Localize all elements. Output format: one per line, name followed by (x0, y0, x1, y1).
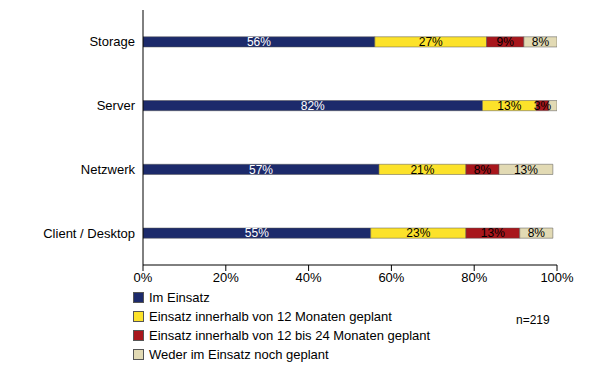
svg-text:27%: 27% (419, 35, 443, 49)
svg-text:100%: 100% (540, 270, 574, 285)
svg-text:Server: Server (97, 98, 136, 113)
svg-text:Client / Desktop: Client / Desktop (43, 226, 135, 241)
html-text:Einsatz innerhalb von 12 bis 2: Einsatz innerhalb von 12 bis 24 Monaten … (149, 328, 431, 343)
svg-text:Netzwerk: Netzwerk (81, 162, 136, 177)
svg-text:0%: 0% (134, 270, 153, 285)
svg-text:8%: 8% (528, 226, 546, 240)
svg-text:8%: 8% (532, 35, 550, 49)
svg-text:8%: 8% (474, 163, 492, 177)
svg-text:Storage: Storage (89, 34, 135, 49)
svg-text:13%: 13% (497, 99, 521, 113)
svg-text:82%: 82% (301, 99, 325, 113)
svg-text:13%: 13% (514, 163, 538, 177)
html-text:Einsatz innerhalb von 12 Monat: Einsatz innerhalb von 12 Monaten geplant (149, 309, 392, 324)
svg-text:9%: 9% (497, 35, 515, 49)
html-text:Im Einsatz: Im Einsatz (149, 290, 210, 305)
svg-text:13%: 13% (481, 226, 505, 240)
svg-text:55%: 55% (245, 226, 269, 240)
svg-text:80%: 80% (461, 270, 487, 285)
html-text:n=219: n=219 (516, 313, 550, 327)
svg-text:20%: 20% (213, 270, 239, 285)
svg-text:56%: 56% (247, 35, 271, 49)
svg-text:23%: 23% (406, 226, 430, 240)
svg-text:3%: 3% (534, 99, 552, 113)
svg-text:57%: 57% (249, 163, 273, 177)
html-text:Weder im Einsatz noch geplant: Weder im Einsatz noch geplant (149, 347, 329, 362)
svg-text:21%: 21% (410, 163, 434, 177)
svg-text:60%: 60% (378, 270, 404, 285)
svg-text:40%: 40% (296, 270, 322, 285)
